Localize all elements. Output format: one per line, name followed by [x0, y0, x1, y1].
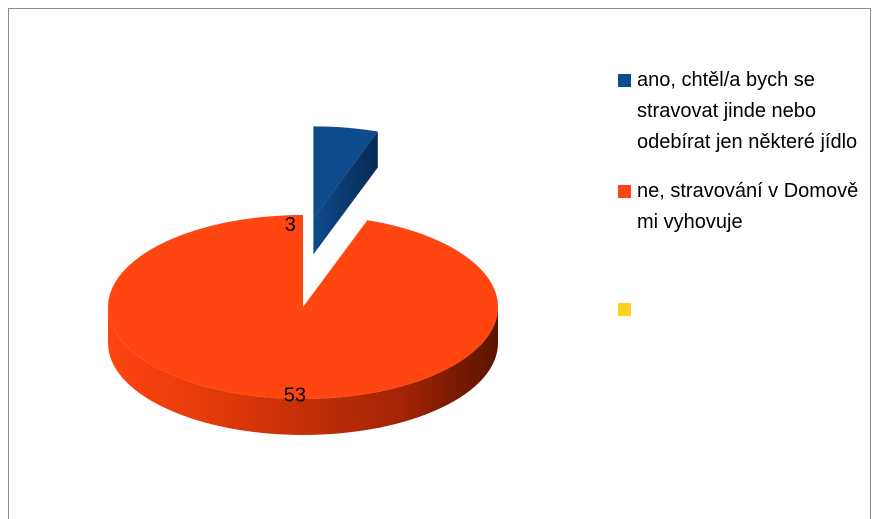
legend-label: ano, chtěl/a bych se stravovat jinde neb… [637, 69, 858, 153]
legend-item [618, 294, 879, 316]
legend-label: ne, stravování v Domově mi vyhovuje [637, 180, 859, 233]
chart-area: 3 53 ano, chtěl/a bych se stravovat jinde… [8, 8, 871, 519]
pie-slice-side [108, 307, 498, 435]
legend-swatch [618, 74, 631, 87]
pie-slice [108, 215, 499, 399]
legend: ano, chtěl/a bych se stravovat jinde neb… [618, 65, 879, 334]
pie-slice [313, 126, 378, 219]
legend-swatch [618, 303, 631, 316]
data-label: 53 [284, 385, 306, 407]
pie-slice-wall [313, 131, 378, 255]
pie-chart: 3 53 [108, 126, 499, 435]
legend-item: ne, stravování v Domově mi vyhovuje [618, 176, 879, 238]
legend-swatch [618, 185, 631, 198]
data-label: 3 [285, 214, 296, 236]
legend-item: ano, chtěl/a bych se stravovat jinde neb… [618, 65, 879, 158]
